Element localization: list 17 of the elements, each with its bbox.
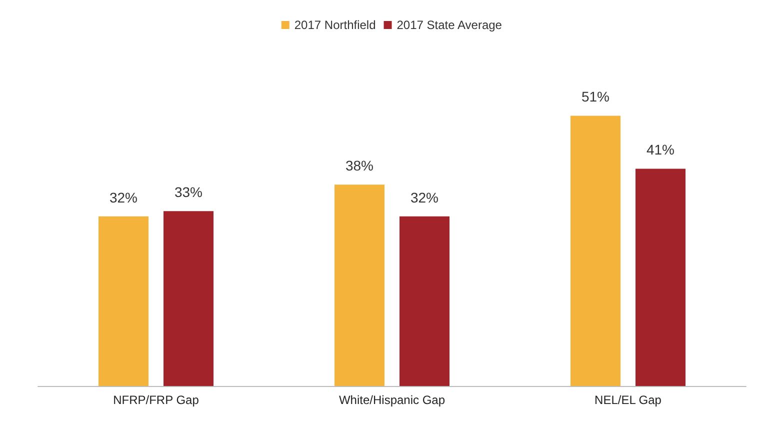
x-tick-label: White/Hispanic Gap — [338, 393, 446, 407]
data-label: 32% — [109, 189, 138, 206]
bar — [164, 211, 214, 386]
data-label: 51% — [581, 88, 610, 105]
bar — [334, 184, 384, 386]
x-tick-label: NEL/EL Gap — [594, 393, 662, 407]
bar — [570, 116, 620, 386]
data-label: 32% — [410, 189, 439, 206]
x-tick-label: NFRP/FRP Gap — [113, 393, 200, 407]
data-label: 38% — [345, 158, 374, 174]
bar — [98, 216, 148, 386]
data-label: 33% — [174, 184, 203, 200]
bar — [636, 168, 686, 386]
legend-label: 2017 State Average — [396, 18, 502, 32]
data-label: 41% — [646, 142, 675, 158]
bar — [400, 216, 450, 386]
legend-label: 2017 Northfield — [294, 18, 376, 32]
